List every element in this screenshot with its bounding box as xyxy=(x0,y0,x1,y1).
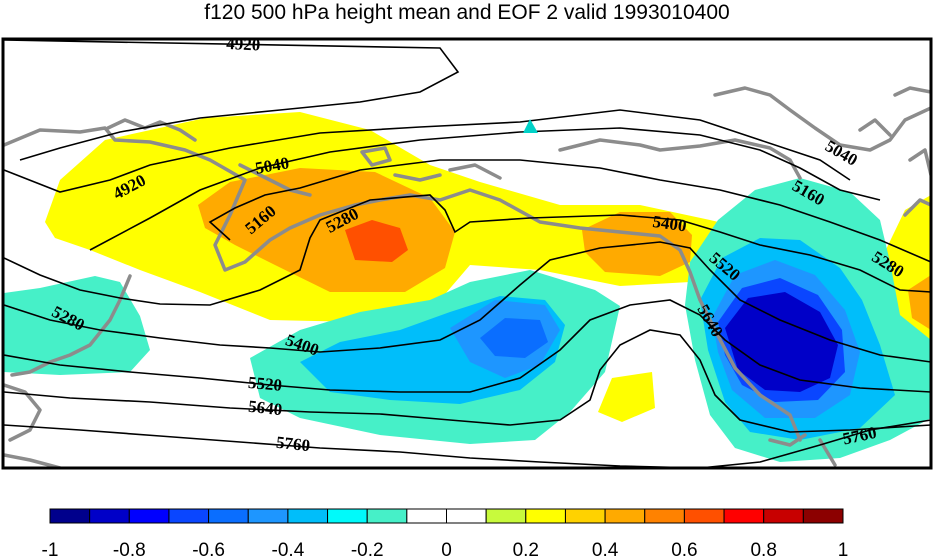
contour-5760 xyxy=(4,419,931,468)
colorbar-swatch xyxy=(208,508,249,524)
contour-4920-b xyxy=(4,109,851,193)
contour-label: 5640 xyxy=(247,397,283,419)
colorbar-tick-label: 0.2 xyxy=(513,540,539,558)
colorbar-swatch xyxy=(683,508,725,524)
colorbar-tick-label: -0.8 xyxy=(113,540,146,558)
colorbar-swatch xyxy=(89,508,130,524)
contour-label: 5400 xyxy=(651,212,687,236)
colorbar-tick-label: -1 xyxy=(42,540,59,558)
eof-positive-orange-east-edge xyxy=(908,275,931,330)
marker-triangle-icon xyxy=(523,119,538,133)
colorbar-swatch xyxy=(723,508,765,524)
contour-4920 xyxy=(4,40,460,161)
colorbar-swatch xyxy=(327,508,368,524)
map-frame xyxy=(1,37,933,470)
colorbar-swatch xyxy=(763,508,804,524)
height-contours xyxy=(4,40,931,468)
colorbar-tick-label: 1 xyxy=(838,540,849,558)
colorbar-swatch xyxy=(525,508,566,524)
colorbar-swatch xyxy=(49,508,91,524)
map-title: f120 500 hPa height mean and EOF 2 valid… xyxy=(204,1,730,24)
colorbar-swatch xyxy=(168,508,210,524)
colorbar-swatch xyxy=(406,508,448,524)
eof-negative-blue-core-west xyxy=(480,318,548,358)
colorbar-swatch xyxy=(128,508,170,524)
eof-shading-layer: 4920 4920 5040 5040 5160 5160 5280 5280 … xyxy=(4,34,931,468)
colorbar-tick-label: 0.4 xyxy=(592,540,619,558)
colorbar-tick-label: 0.8 xyxy=(750,540,776,558)
colorbar-swatch xyxy=(802,508,844,524)
contour-5280-west xyxy=(4,194,931,306)
colorbar-swatch xyxy=(485,508,527,524)
contour-label: 5760 xyxy=(275,433,311,455)
contour-5160 xyxy=(208,159,931,263)
colorbar: -1 -0.8 -0.6 -0.4 -0.2 0 0.2 0.4 0.6 0.8 1 xyxy=(42,508,849,558)
contour-5040 xyxy=(89,127,881,251)
contour-label: 5520 xyxy=(247,373,283,395)
contour-label: 4920 xyxy=(226,34,261,55)
colorbar-tick-label: -0.6 xyxy=(192,540,225,558)
coastlines xyxy=(4,86,931,468)
colorbar-tick-label: 0.6 xyxy=(671,540,697,558)
colorbar-swatch xyxy=(644,508,685,524)
colorbar-swatch xyxy=(564,508,606,524)
colorbar-swatch xyxy=(366,508,408,524)
colorbar-swatch xyxy=(446,508,487,524)
colorbar-tick-label: 0 xyxy=(441,540,452,558)
colorbar-tick-label: -0.4 xyxy=(272,540,305,558)
contour-5400 xyxy=(4,241,931,363)
eof-positive-red-core xyxy=(345,220,408,262)
eof-positive-yellow-small xyxy=(598,372,655,422)
contour-5640 xyxy=(4,329,931,433)
eof-negative-darkblue-east xyxy=(725,292,838,392)
colorbar-swatch xyxy=(247,508,289,524)
colorbar-swatch xyxy=(604,508,646,524)
contour-5520 xyxy=(4,299,931,393)
colorbar-swatch xyxy=(287,508,329,524)
colorbar-tick-label: -0.2 xyxy=(351,540,384,558)
